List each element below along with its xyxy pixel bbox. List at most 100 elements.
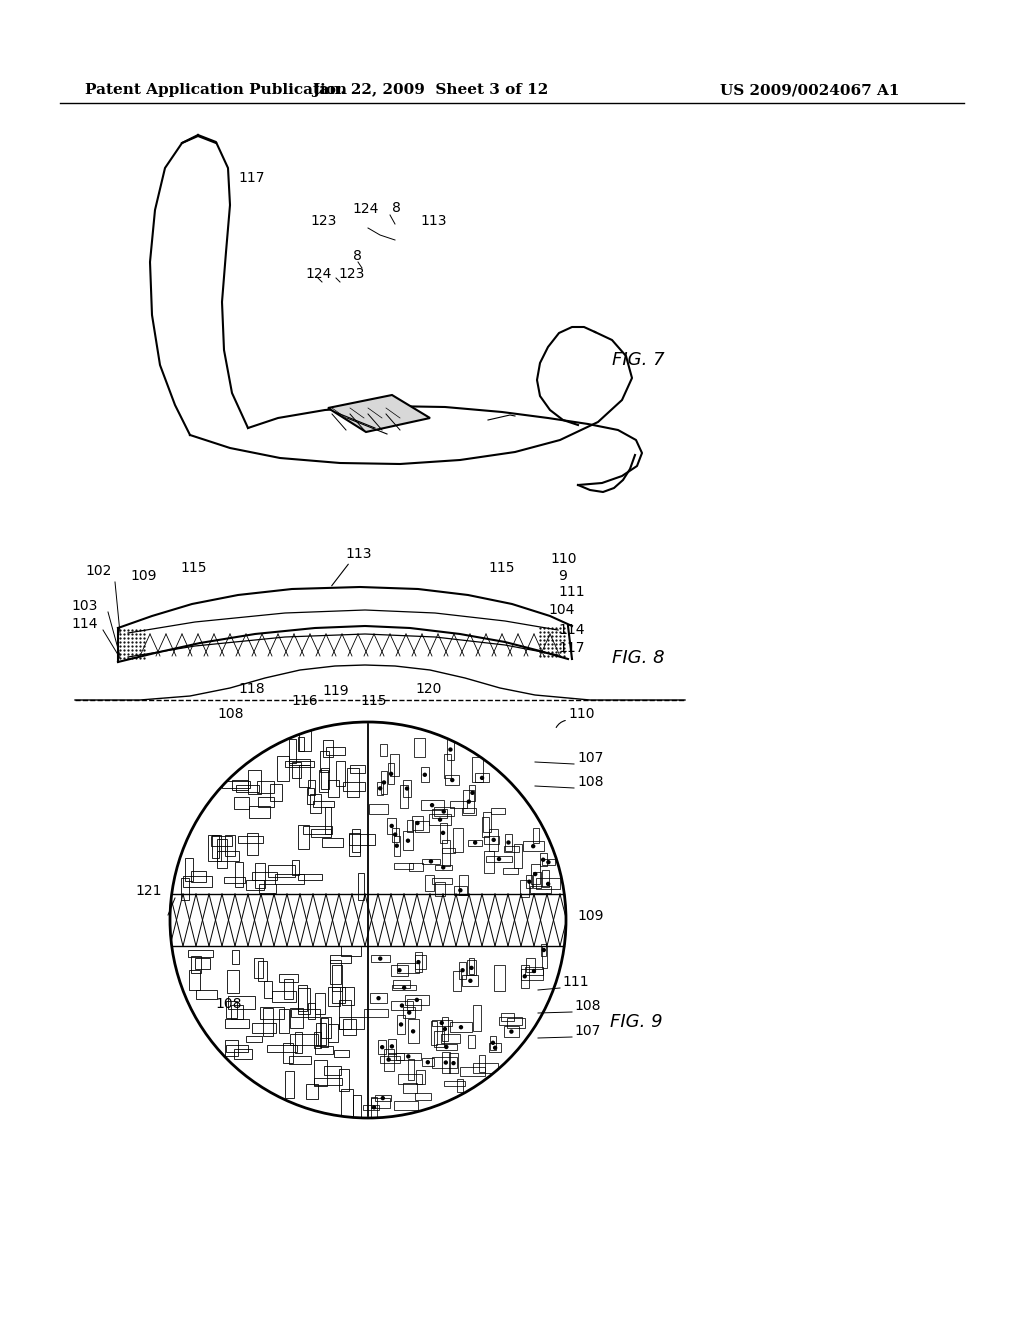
Bar <box>246 1036 262 1043</box>
Bar <box>537 879 560 890</box>
Bar <box>253 873 276 880</box>
Bar <box>341 1089 352 1115</box>
Bar <box>432 878 453 884</box>
Bar <box>350 766 365 774</box>
Bar <box>375 1096 391 1101</box>
Bar <box>384 1048 393 1071</box>
Bar <box>475 774 489 783</box>
Bar <box>434 807 454 816</box>
Bar <box>323 739 333 758</box>
Bar <box>508 1018 524 1028</box>
Circle shape <box>542 948 546 952</box>
Bar <box>298 825 309 849</box>
Bar <box>462 975 478 986</box>
Bar <box>397 1015 406 1034</box>
Bar <box>254 958 263 978</box>
Circle shape <box>416 821 420 825</box>
Circle shape <box>439 1020 444 1026</box>
Bar <box>349 834 375 845</box>
Bar <box>255 863 265 888</box>
Bar <box>422 858 439 865</box>
Bar <box>291 1008 321 1018</box>
Bar <box>283 1043 293 1063</box>
Bar <box>325 1065 341 1076</box>
Bar <box>391 1001 413 1010</box>
Bar <box>435 1044 457 1049</box>
Text: 120: 120 <box>415 682 441 696</box>
Bar <box>225 1019 250 1028</box>
Bar <box>371 956 390 962</box>
Circle shape <box>443 1060 449 1065</box>
Bar <box>532 871 542 888</box>
Bar <box>442 1052 450 1073</box>
Bar <box>343 1019 356 1035</box>
Bar <box>217 851 239 861</box>
Text: 114: 114 <box>558 623 585 638</box>
Bar <box>289 759 310 766</box>
Bar <box>504 1027 519 1036</box>
Bar <box>381 771 387 793</box>
Bar <box>267 1045 297 1052</box>
Bar <box>322 838 343 847</box>
Circle shape <box>468 978 472 983</box>
Bar <box>298 874 322 880</box>
Bar <box>263 1008 273 1036</box>
Bar <box>307 780 314 795</box>
Text: Patent Application Publication: Patent Application Publication <box>85 83 347 96</box>
Bar <box>188 970 200 990</box>
Circle shape <box>406 838 411 843</box>
Bar <box>217 840 227 869</box>
Bar <box>226 1045 248 1052</box>
Text: 123: 123 <box>338 267 365 281</box>
Bar <box>434 1031 443 1047</box>
Bar <box>409 863 423 871</box>
Bar <box>504 846 519 853</box>
Bar <box>425 875 434 891</box>
Bar <box>308 1003 315 1019</box>
Bar <box>275 874 304 884</box>
Bar <box>312 801 334 807</box>
Circle shape <box>541 858 546 862</box>
Text: 9: 9 <box>558 569 567 583</box>
Bar <box>393 979 411 989</box>
Bar <box>290 1008 302 1028</box>
Bar <box>328 986 340 1006</box>
Bar <box>404 995 429 1005</box>
Bar <box>526 875 532 888</box>
Bar <box>439 824 446 842</box>
Text: 123: 123 <box>310 214 336 228</box>
Bar <box>349 833 360 857</box>
Text: 110: 110 <box>550 552 577 566</box>
Bar <box>540 853 547 866</box>
Bar <box>486 855 512 862</box>
Bar <box>339 1018 365 1030</box>
Circle shape <box>411 1030 416 1034</box>
Bar <box>542 870 549 887</box>
Bar <box>542 859 555 866</box>
Bar <box>258 884 276 892</box>
Bar <box>353 1096 361 1122</box>
Circle shape <box>527 879 531 884</box>
Bar <box>492 808 505 814</box>
Text: 115: 115 <box>488 561 514 576</box>
Circle shape <box>429 859 433 863</box>
Circle shape <box>398 1022 403 1027</box>
Bar <box>460 875 468 895</box>
Bar <box>445 775 459 785</box>
Bar <box>226 1001 238 1018</box>
Bar <box>238 836 263 843</box>
Bar <box>191 871 207 882</box>
Bar <box>521 965 528 987</box>
Circle shape <box>531 969 537 973</box>
Bar <box>421 767 429 783</box>
Bar <box>434 865 452 870</box>
Bar <box>394 863 413 869</box>
Bar <box>454 886 467 895</box>
Bar <box>257 781 274 793</box>
Bar <box>489 829 498 851</box>
Bar <box>260 1007 285 1019</box>
Bar <box>490 1036 496 1049</box>
Text: 114: 114 <box>72 616 98 631</box>
Bar <box>394 1101 418 1110</box>
Bar <box>334 1049 349 1057</box>
